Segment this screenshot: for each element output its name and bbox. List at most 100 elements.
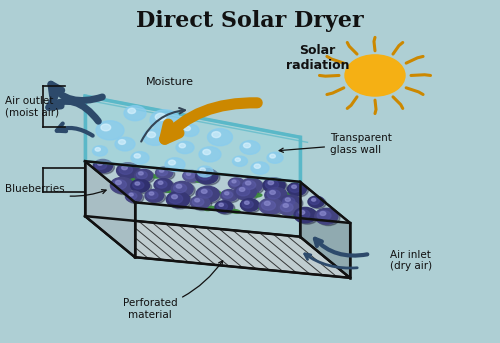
- Circle shape: [251, 162, 269, 174]
- Circle shape: [267, 189, 289, 204]
- Circle shape: [215, 201, 233, 213]
- Text: Moisture: Moisture: [146, 77, 194, 87]
- Ellipse shape: [280, 192, 291, 197]
- Text: Air outlet
(moist air): Air outlet (moist air): [5, 96, 59, 117]
- Circle shape: [232, 180, 236, 183]
- Circle shape: [259, 198, 282, 214]
- Circle shape: [299, 211, 304, 214]
- Circle shape: [168, 160, 175, 165]
- Circle shape: [190, 196, 210, 209]
- Circle shape: [230, 180, 239, 186]
- Circle shape: [242, 201, 254, 208]
- Polygon shape: [85, 161, 350, 223]
- Circle shape: [290, 185, 300, 192]
- Circle shape: [198, 170, 220, 185]
- Text: Blueberries: Blueberries: [5, 184, 106, 196]
- Circle shape: [145, 189, 164, 202]
- Circle shape: [317, 210, 340, 226]
- Ellipse shape: [211, 191, 222, 195]
- Circle shape: [183, 170, 200, 181]
- Circle shape: [119, 165, 132, 174]
- Circle shape: [147, 191, 158, 199]
- Circle shape: [292, 185, 296, 188]
- Circle shape: [242, 180, 256, 189]
- Circle shape: [288, 182, 306, 196]
- Circle shape: [158, 181, 163, 184]
- Circle shape: [268, 181, 274, 185]
- Circle shape: [212, 132, 220, 138]
- Circle shape: [168, 194, 182, 203]
- Circle shape: [147, 132, 156, 138]
- Circle shape: [270, 191, 276, 194]
- Circle shape: [199, 147, 221, 162]
- Circle shape: [283, 204, 288, 207]
- Circle shape: [217, 202, 235, 214]
- Circle shape: [282, 197, 303, 210]
- Circle shape: [236, 186, 258, 201]
- Circle shape: [308, 196, 324, 207]
- Circle shape: [192, 198, 204, 206]
- Circle shape: [219, 203, 224, 206]
- Circle shape: [156, 167, 172, 179]
- Circle shape: [280, 202, 301, 217]
- Circle shape: [203, 150, 210, 155]
- Text: Solar
radiation: Solar radiation: [286, 44, 349, 72]
- Circle shape: [240, 199, 259, 211]
- Ellipse shape: [152, 175, 163, 178]
- Circle shape: [116, 180, 121, 185]
- Circle shape: [126, 191, 142, 202]
- Circle shape: [196, 186, 219, 202]
- Circle shape: [98, 162, 102, 165]
- Circle shape: [172, 181, 193, 197]
- Circle shape: [310, 198, 326, 209]
- Circle shape: [197, 166, 213, 177]
- Circle shape: [264, 201, 270, 205]
- Circle shape: [265, 188, 287, 203]
- Circle shape: [242, 180, 264, 194]
- Circle shape: [156, 180, 167, 188]
- Circle shape: [94, 159, 112, 173]
- Circle shape: [166, 191, 190, 208]
- Circle shape: [200, 172, 206, 175]
- Circle shape: [176, 185, 182, 188]
- Ellipse shape: [288, 211, 298, 215]
- Circle shape: [261, 200, 284, 216]
- Circle shape: [134, 154, 140, 158]
- Circle shape: [315, 208, 338, 224]
- Circle shape: [242, 200, 261, 213]
- Text: Air inlet
(dry air): Air inlet (dry air): [390, 250, 432, 271]
- Circle shape: [280, 195, 301, 209]
- Circle shape: [131, 179, 150, 192]
- Circle shape: [296, 209, 318, 224]
- Ellipse shape: [178, 191, 190, 194]
- Circle shape: [135, 182, 140, 185]
- Circle shape: [101, 124, 110, 131]
- Circle shape: [155, 113, 166, 120]
- Circle shape: [116, 163, 139, 178]
- Circle shape: [240, 188, 245, 191]
- Circle shape: [181, 124, 199, 137]
- Circle shape: [217, 203, 228, 210]
- Circle shape: [95, 162, 106, 169]
- Circle shape: [228, 178, 244, 189]
- Text: Direct Solar Dryer: Direct Solar Dryer: [136, 10, 364, 32]
- Circle shape: [112, 179, 136, 194]
- Circle shape: [208, 129, 233, 146]
- Circle shape: [278, 201, 299, 215]
- Circle shape: [280, 203, 293, 212]
- Circle shape: [118, 140, 126, 144]
- Circle shape: [198, 189, 212, 198]
- Circle shape: [265, 179, 287, 194]
- Ellipse shape: [230, 210, 240, 213]
- Circle shape: [149, 192, 154, 195]
- Circle shape: [165, 158, 185, 172]
- Ellipse shape: [204, 206, 216, 211]
- Circle shape: [296, 210, 310, 219]
- Circle shape: [156, 180, 174, 193]
- Ellipse shape: [256, 205, 266, 209]
- Circle shape: [129, 193, 133, 196]
- Circle shape: [198, 188, 221, 203]
- Circle shape: [133, 181, 152, 193]
- Circle shape: [115, 137, 135, 151]
- Circle shape: [244, 143, 250, 148]
